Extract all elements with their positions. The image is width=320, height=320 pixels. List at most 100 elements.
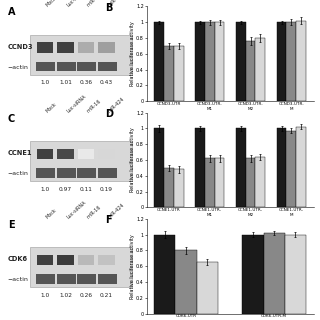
Bar: [78, 255, 94, 265]
Text: miR-16: miR-16: [86, 204, 102, 220]
Text: 1.0: 1.0: [40, 187, 50, 192]
Bar: [296, 20, 306, 101]
Text: Mock: Mock: [45, 101, 58, 114]
Bar: [29, 35, 132, 75]
Bar: [36, 62, 55, 71]
Text: CCND3: CCND3: [8, 44, 33, 50]
Bar: [215, 22, 224, 101]
Bar: [57, 62, 76, 71]
Text: −actin: −actin: [8, 171, 28, 176]
Bar: [36, 274, 55, 284]
Bar: [285, 235, 306, 314]
Text: Luc-siRNA: Luc-siRNA: [66, 0, 87, 7]
Text: 0.11: 0.11: [80, 187, 92, 192]
Bar: [99, 278, 116, 283]
Text: Mock: Mock: [45, 207, 58, 220]
Bar: [98, 255, 115, 265]
Bar: [243, 235, 264, 314]
Text: C: C: [8, 114, 15, 124]
Text: 0.97: 0.97: [59, 187, 72, 192]
Bar: [174, 170, 184, 207]
Text: 0.26: 0.26: [80, 293, 92, 298]
Text: Luc-siRNA: Luc-siRNA: [66, 93, 87, 114]
Text: Mock: Mock: [45, 0, 58, 7]
Bar: [276, 128, 286, 207]
Text: F: F: [105, 215, 112, 225]
Bar: [36, 168, 55, 178]
Bar: [154, 128, 164, 207]
Text: 0.21: 0.21: [100, 293, 113, 298]
Bar: [36, 148, 53, 159]
Bar: [276, 22, 286, 101]
Bar: [29, 141, 132, 181]
Bar: [246, 158, 255, 207]
Text: 1.01: 1.01: [59, 80, 72, 85]
Bar: [99, 172, 116, 176]
Bar: [246, 41, 255, 101]
Text: miR-424: miR-424: [107, 202, 125, 220]
Bar: [57, 148, 74, 159]
Bar: [154, 22, 164, 101]
Bar: [195, 22, 205, 101]
Text: 1.0: 1.0: [40, 80, 50, 85]
Bar: [37, 65, 54, 70]
Bar: [37, 172, 54, 176]
Bar: [296, 127, 306, 207]
Bar: [98, 42, 115, 53]
Text: −actin: −actin: [8, 65, 28, 70]
Bar: [57, 42, 74, 53]
Bar: [37, 278, 54, 283]
Bar: [58, 278, 75, 283]
Y-axis label: Relative luciferase activity: Relative luciferase activity: [130, 128, 135, 192]
Bar: [77, 168, 96, 178]
Text: B: B: [105, 3, 112, 12]
Bar: [164, 168, 174, 207]
Text: E: E: [8, 220, 14, 230]
Bar: [205, 22, 215, 101]
Bar: [255, 38, 265, 101]
Bar: [36, 42, 53, 53]
Bar: [215, 158, 224, 207]
Bar: [99, 65, 116, 70]
Bar: [77, 274, 96, 284]
Bar: [154, 235, 175, 314]
Bar: [205, 158, 215, 207]
Bar: [77, 62, 96, 71]
Text: miR-424: miR-424: [107, 0, 125, 7]
Bar: [98, 168, 117, 178]
Text: miR-424: miR-424: [107, 96, 125, 114]
Bar: [98, 274, 117, 284]
Y-axis label: Relative luciferase activity: Relative luciferase activity: [130, 234, 135, 299]
Y-axis label: Relative luciferase activity: Relative luciferase activity: [130, 21, 135, 86]
Bar: [255, 157, 265, 207]
Text: CCNE1: CCNE1: [8, 150, 32, 156]
Bar: [78, 148, 94, 159]
Bar: [236, 22, 246, 101]
Text: D: D: [105, 109, 113, 119]
Bar: [174, 46, 184, 101]
Bar: [236, 128, 246, 207]
Bar: [36, 255, 53, 265]
Bar: [57, 168, 76, 178]
Text: 1.02: 1.02: [59, 293, 72, 298]
Bar: [175, 250, 196, 314]
Bar: [98, 62, 117, 71]
Text: 0.36: 0.36: [80, 80, 92, 85]
Bar: [264, 233, 285, 314]
Bar: [58, 172, 75, 176]
Bar: [57, 255, 74, 265]
Bar: [195, 128, 205, 207]
Text: 1.0: 1.0: [40, 293, 50, 298]
Bar: [286, 22, 296, 101]
Text: miR-16: miR-16: [86, 0, 102, 7]
Bar: [78, 42, 94, 53]
Bar: [57, 274, 76, 284]
Bar: [164, 46, 174, 101]
Text: −actin: −actin: [8, 277, 28, 282]
Bar: [78, 65, 96, 70]
Bar: [78, 172, 96, 176]
Text: miR-16: miR-16: [86, 98, 102, 114]
Bar: [78, 278, 96, 283]
Bar: [98, 148, 115, 159]
Text: Luc-siRNA: Luc-siRNA: [66, 200, 87, 220]
